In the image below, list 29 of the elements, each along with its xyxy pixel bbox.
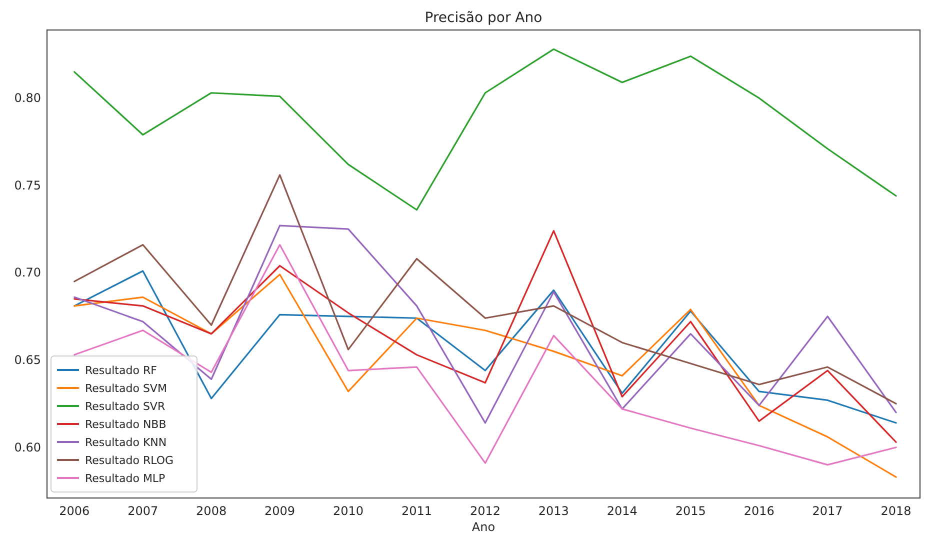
y-tick-label: 0.60: [14, 440, 41, 454]
x-tick-label: 2009: [264, 504, 296, 518]
line-series: [74, 244, 897, 466]
x-tick-label: 2014: [606, 504, 638, 518]
legend-label: Resultado SVM: [85, 382, 167, 395]
y-tick-label: 0.70: [14, 266, 41, 280]
legend-label: Resultado SVR: [85, 400, 166, 413]
legend-label: Resultado RLOG: [85, 454, 174, 467]
x-tick-label: 2013: [538, 504, 569, 518]
x-tick-label: 2017: [812, 504, 843, 518]
x-tick-label: 2018: [880, 504, 912, 518]
line-series: [74, 48, 897, 211]
x-tick-label: 2008: [196, 504, 227, 518]
x-tick-label: 2015: [675, 504, 706, 518]
x-axis-title: Ano: [472, 520, 496, 534]
x-tick-label: 2011: [401, 504, 432, 518]
y-tick-label: 0.80: [14, 91, 41, 106]
legend-label: Resultado MLP: [85, 472, 166, 485]
x-tick-label: 2006: [59, 504, 90, 518]
y-tick-label: 0.75: [14, 178, 41, 192]
y-tick-label: 0.65: [14, 353, 41, 368]
legend-label: Resultado KNN: [85, 436, 167, 449]
x-tick-label: 2016: [744, 504, 774, 518]
legend-label: Resultado NBB: [85, 418, 166, 431]
x-tick-label: 2010: [332, 504, 364, 518]
x-tick-label: 2007: [128, 504, 158, 518]
chart-title: Precisão por Ano: [424, 10, 542, 26]
x-tick-label: 2012: [470, 504, 500, 518]
legend-label: Resultado RF: [85, 364, 157, 377]
